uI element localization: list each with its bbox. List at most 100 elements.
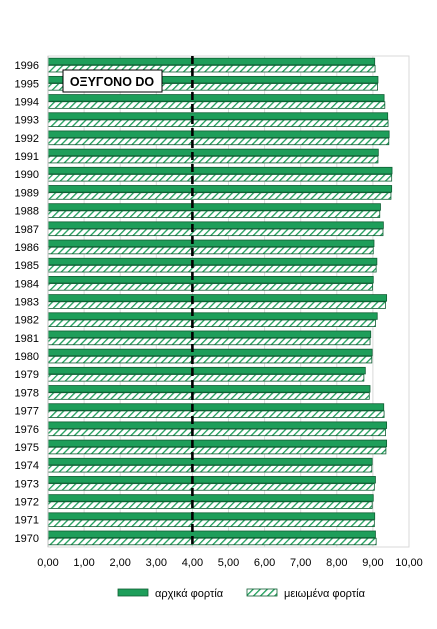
y-tick-label: 1993 [15,115,39,127]
y-tick-label: 1996 [15,60,39,72]
bar-1990-initial [47,166,393,175]
bar-1982-reduced [47,319,376,327]
bar-1979-initial [47,366,366,375]
y-tick-label: 1986 [15,242,39,254]
bar-1992-reduced [47,137,390,146]
bar-1974-initial [47,457,373,466]
y-tick-label: 1978 [15,387,39,399]
x-tick-label: 1,00 [73,557,94,569]
bar-1980-initial [47,348,373,357]
bar-1974-reduced [47,465,373,473]
y-tick-label: 1983 [15,297,39,309]
y-tick-label: 1984 [15,278,39,290]
annotation-frame [62,69,163,93]
legend-item-initial: αρχικά φορτία [117,588,224,600]
bar-1989-initial [47,185,393,193]
y-tick-label: 1988 [15,206,39,218]
y-tick-label: 1992 [15,133,39,145]
bar-1994-reduced [47,101,386,109]
bar-1992-initial [47,130,390,138]
bar-1971-reduced [47,519,375,528]
y-tick-label: 1995 [15,78,39,90]
bar-1996-initial [47,57,376,66]
bar-1983-reduced [47,301,386,309]
x-tick-label: 3,00 [146,557,167,569]
bar-1972-initial [47,494,374,502]
bar-1979-reduced [47,374,365,382]
y-tick-label: 1976 [15,424,39,436]
annotation-label: ΟΞΥΓΟΝΟ DO [70,75,155,89]
legend-label: μειωμένα φορτία [284,588,366,600]
y-tick-label: 1980 [15,351,39,363]
legend-swatch [246,588,278,597]
bar-1978-initial [47,385,371,393]
bar-1988-initial [47,203,381,211]
y-tick-label: 1982 [15,315,39,327]
bars [47,57,393,546]
bar-1973-reduced [47,483,375,491]
bar-1991-initial [47,148,379,157]
y-tick-label: 1981 [15,333,39,345]
y-tick-label: 1985 [15,260,39,272]
bar-1977-reduced [47,410,385,418]
y-tick-label: 1991 [15,151,39,163]
bar-1991-reduced [47,155,379,164]
bar-1976-reduced [47,428,386,437]
bar-1983-initial [47,294,388,302]
bar-1984-initial [47,276,374,284]
legend-swatch [117,588,149,597]
bar-1982-initial [47,312,378,320]
bar-1985-initial [47,257,378,266]
y-tick-label: 1970 [15,533,39,545]
bar-1970-reduced [47,537,377,546]
bar-1971-initial [47,512,376,520]
bar-1980-reduced [47,355,373,364]
annotations: ΟΞΥΓΟΝΟ DO [62,69,163,93]
y-tick-label: 1971 [15,515,39,527]
legend-label: αρχικά φορτία [155,588,224,600]
x-tick-label: 7,00 [290,557,311,569]
bar-1987-reduced [47,228,384,237]
x-tick-label: 4,00 [182,557,203,569]
bar-1987-initial [47,221,384,229]
legend: αρχικά φορτία μειωμένα φορτία [117,588,366,600]
x-tick-label: 10,00 [395,557,423,569]
bar-1977-initial [47,403,385,411]
y-tick-label: 1990 [15,169,39,181]
y-tick-label: 1987 [15,224,39,236]
bar-1981-reduced [47,337,371,346]
bar-1976-initial [47,421,388,429]
bar-1970-initial [47,530,376,539]
legend-item-reduced: μειωμένα φορτία [246,588,366,600]
bar-1986-reduced [47,246,374,255]
y-tick-label: 1977 [15,406,39,418]
y-tick-label: 1975 [15,442,39,454]
axes: 0,00 1,00 2,00 3,00 4,00 5,00 6,00 7,00 8,00 9,00… [15,56,423,569]
x-tick-label: 0,00 [37,557,58,569]
y-tick-label: 1989 [15,187,39,199]
y-tick-label: 1974 [15,460,39,472]
bar-1972-reduced [47,501,373,509]
annotation-box: ΟΞΥΓΟΝΟ DO [62,69,163,93]
bar-1975-initial [47,439,388,448]
y-tick-label: 1979 [15,369,39,381]
y-tick-label: 1973 [15,478,39,490]
x-tick-label: 5,00 [218,557,239,569]
bar-1985-reduced [47,265,377,273]
x-tick-label: 2,00 [109,557,130,569]
y-tick-label: 1972 [15,497,39,509]
bar-1986-initial [47,239,375,248]
bar-1993-initial [47,112,389,120]
bar-1993-reduced [47,119,389,127]
bar-1989-reduced [47,192,392,200]
bar-1984-reduced [47,283,373,291]
x-tick-label: 8,00 [326,557,347,569]
bar-1981-initial [47,330,372,338]
bar-1990-reduced [47,174,393,182]
bar-1978-reduced [47,392,370,400]
bar-1988-reduced [47,210,381,218]
bar-1994-initial [47,94,385,102]
bar-1975-reduced [47,446,387,455]
